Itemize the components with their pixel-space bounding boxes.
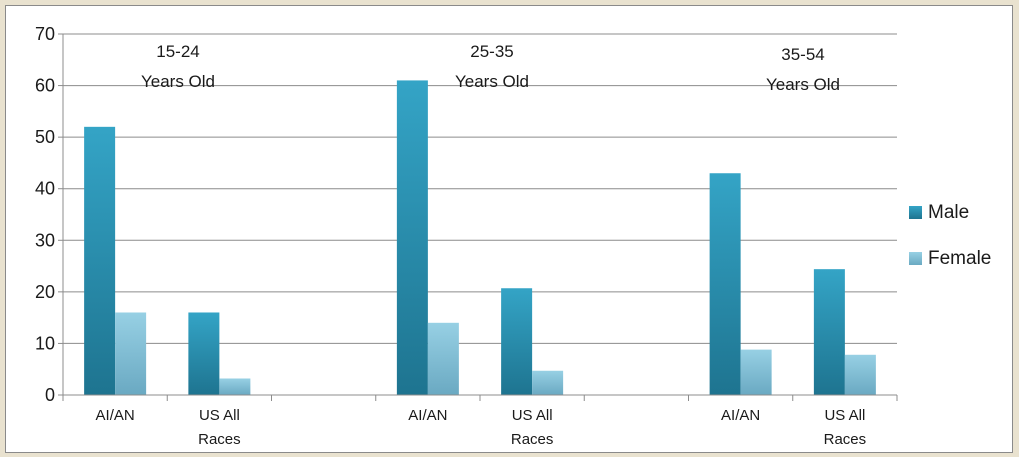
- x-category-label: US All: [199, 407, 240, 424]
- bar-female-0: [115, 312, 147, 395]
- bar-female-4: [532, 370, 564, 395]
- bar-male-7: [813, 269, 845, 395]
- group-label: Years Old: [766, 75, 840, 94]
- x-category-label: AI/AN: [721, 407, 760, 424]
- x-category-label: US All: [512, 407, 553, 424]
- bar-female-7: [844, 354, 876, 395]
- x-category-label: AI/AN: [96, 407, 135, 424]
- bar-chart: 0 10 20 30 40 50 60 70 AI/AN US All Races AI/AN US …: [35, 24, 991, 448]
- x-category-label: Races: [511, 431, 554, 448]
- legend-swatch-female: [909, 252, 922, 265]
- bar-female-1: [219, 378, 251, 395]
- y-tick-label: 50: [35, 127, 55, 147]
- y-tick-label: 0: [45, 385, 55, 405]
- group-label: 35-54: [781, 45, 824, 64]
- group-label: Years Old: [455, 72, 529, 91]
- y-tick-label: 20: [35, 282, 55, 302]
- legend-label-female: Female: [928, 248, 991, 269]
- y-tick-label: 10: [35, 333, 55, 353]
- bar-male-3: [396, 80, 428, 396]
- group-label: 25-35: [470, 42, 513, 61]
- x-category-label: US All: [824, 407, 865, 424]
- x-category-label: AI/AN: [408, 407, 447, 424]
- bar-male-4: [501, 288, 533, 395]
- group-label: Years Old: [141, 72, 215, 91]
- bar-male-1: [188, 312, 220, 395]
- bar-male-0: [84, 126, 116, 395]
- group-label: 15-24: [156, 42, 199, 61]
- y-tick-label: 70: [35, 24, 55, 44]
- legend-label-male: Male: [928, 202, 969, 223]
- bar-female-3: [427, 322, 459, 395]
- bar-male-6: [709, 173, 741, 395]
- chart-frame: 0 10 20 30 40 50 60 70 AI/AN US All Races AI/AN US …: [5, 5, 1013, 453]
- y-tick-label: 60: [35, 76, 55, 96]
- x-category-label: Races: [198, 431, 241, 448]
- bar-female-6: [740, 349, 772, 395]
- y-tick-label: 30: [35, 230, 55, 250]
- x-category-label: Races: [824, 431, 867, 448]
- y-tick-label: 40: [35, 179, 55, 199]
- legend-swatch-male: [909, 206, 922, 219]
